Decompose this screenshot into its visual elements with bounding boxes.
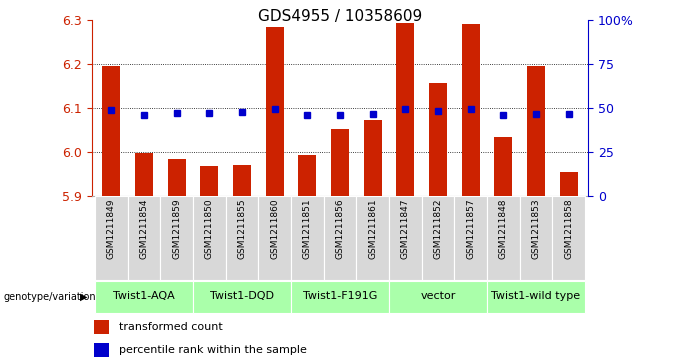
Text: GSM1211861: GSM1211861 <box>368 199 377 259</box>
Bar <box>233 165 251 196</box>
Text: GSM1211855: GSM1211855 <box>237 199 247 259</box>
Bar <box>364 120 381 196</box>
Text: GSM1211851: GSM1211851 <box>303 199 312 259</box>
Text: Twist1-F191G: Twist1-F191G <box>303 291 377 301</box>
Bar <box>168 159 186 196</box>
Bar <box>95 281 193 313</box>
Bar <box>103 66 120 196</box>
Bar <box>389 196 422 280</box>
Bar <box>299 155 316 196</box>
Text: GSM1211857: GSM1211857 <box>466 199 475 259</box>
Bar <box>454 196 487 280</box>
Bar <box>331 129 349 196</box>
Bar <box>494 136 512 196</box>
Text: GSM1211854: GSM1211854 <box>139 199 148 259</box>
Bar <box>201 166 218 196</box>
Bar <box>193 196 226 280</box>
Text: GSM1211847: GSM1211847 <box>401 199 410 259</box>
Bar <box>128 196 160 280</box>
Text: vector: vector <box>420 291 456 301</box>
Text: Twist1-DQD: Twist1-DQD <box>210 291 274 301</box>
Bar <box>95 196 128 280</box>
Bar <box>429 83 447 196</box>
Bar <box>193 281 291 313</box>
Bar <box>527 66 545 196</box>
Text: GSM1211853: GSM1211853 <box>532 199 541 259</box>
Bar <box>552 196 585 280</box>
Text: ▶: ▶ <box>80 292 87 302</box>
Bar <box>135 153 153 196</box>
Bar <box>389 281 487 313</box>
Bar <box>487 281 585 313</box>
Bar <box>560 172 577 196</box>
Bar <box>422 196 454 280</box>
Bar <box>258 196 291 280</box>
Text: GSM1211858: GSM1211858 <box>564 199 573 259</box>
Text: GSM1211859: GSM1211859 <box>172 199 181 259</box>
Text: percentile rank within the sample: percentile rank within the sample <box>119 345 307 355</box>
Bar <box>95 343 109 357</box>
Bar <box>396 23 414 196</box>
Text: GSM1211856: GSM1211856 <box>335 199 345 259</box>
Bar <box>266 28 284 196</box>
Text: GDS4955 / 10358609: GDS4955 / 10358609 <box>258 9 422 24</box>
Text: Twist1-AQA: Twist1-AQA <box>113 291 175 301</box>
Bar <box>324 196 356 280</box>
Text: GSM1211849: GSM1211849 <box>107 199 116 259</box>
Bar <box>95 320 109 334</box>
Bar <box>462 24 479 196</box>
Text: genotype/variation: genotype/variation <box>3 292 96 302</box>
Text: GSM1211852: GSM1211852 <box>433 199 443 259</box>
Bar <box>520 196 552 280</box>
Bar <box>487 196 520 280</box>
Bar <box>356 196 389 280</box>
Text: GSM1211848: GSM1211848 <box>499 199 508 259</box>
Text: GSM1211860: GSM1211860 <box>270 199 279 259</box>
Bar <box>226 196 258 280</box>
Bar <box>160 196 193 280</box>
Text: GSM1211850: GSM1211850 <box>205 199 214 259</box>
Bar <box>291 196 324 280</box>
Text: transformed count: transformed count <box>119 322 223 332</box>
Bar <box>291 281 389 313</box>
Text: Twist1-wild type: Twist1-wild type <box>492 291 581 301</box>
